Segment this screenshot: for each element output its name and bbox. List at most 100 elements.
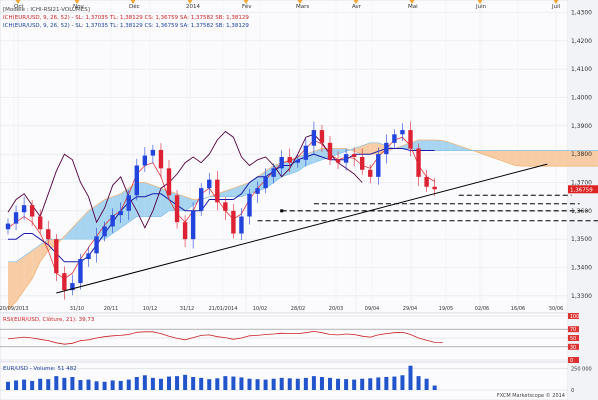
candle-body: [86, 253, 91, 259]
volume-bar: [231, 376, 236, 390]
volume-bar: [247, 378, 252, 390]
candle-body: [319, 130, 325, 143]
volume-bar: [384, 377, 389, 390]
cloud-segment: [434, 140, 443, 151]
candle-body: [368, 169, 373, 177]
cloud-segment: [24, 250, 33, 291]
y-tick-label: 1,4100: [571, 66, 592, 73]
y-tick-label: 1,4300: [571, 10, 592, 17]
candle-body: [360, 157, 365, 170]
cloud-segment: [507, 150, 516, 166]
rsi-tick-bg: [568, 326, 579, 333]
candle-body: [223, 202, 228, 211]
cloud-segment: [531, 150, 540, 167]
candle-body: [62, 273, 67, 291]
y-tick-label: 1,3800: [571, 151, 592, 158]
volume-bar: [199, 377, 204, 390]
candle-body: [29, 205, 35, 217]
candle-body: [199, 188, 204, 211]
cloud-segment: [144, 182, 153, 217]
ichimoku-cloud: [8, 140, 598, 310]
cloud-segment: [370, 142, 379, 155]
ichimoku-legend-2: ICH(EUR/USD, 9, 26, 52) - SL: 1,37035 TL…: [3, 23, 249, 29]
candle-body: [142, 155, 148, 166]
cloud-segment: [539, 150, 548, 167]
y-tick-label: 1,3500: [571, 236, 592, 243]
rsi-tick-label: 30: [570, 345, 576, 351]
y-tick-label: 1,3600: [571, 208, 592, 215]
candle-body: [78, 259, 83, 284]
cloud-segment: [152, 185, 161, 217]
volume-bar: [86, 379, 91, 390]
chikou-line: [7, 130, 363, 229]
volume-bar: [207, 379, 212, 390]
rsi-line: [7, 330, 443, 345]
volume-bar: [126, 379, 131, 390]
x-tick-label: 21/01/2014: [209, 306, 238, 312]
volume-bar: [183, 374, 188, 390]
volume-bar: [352, 379, 357, 390]
candle-body: [432, 186, 437, 190]
volume-bar: [110, 380, 115, 390]
cloud-segment: [88, 205, 97, 240]
candle-body: [215, 179, 220, 203]
volume-bar: [223, 376, 228, 390]
rsi-panel[interactable]: [0, 312, 569, 363]
candle-body: [303, 145, 309, 160]
volume-bar: [38, 378, 43, 390]
x-tick-label: 09/04: [365, 306, 379, 312]
cloud-segment: [40, 239, 49, 262]
cloud-segment: [523, 150, 532, 167]
volume-panel[interactable]: [0, 361, 569, 400]
volume-bar: [287, 378, 292, 390]
candle-body: [311, 130, 317, 146]
volume-bar: [416, 376, 421, 390]
month-label: Juil: [551, 4, 561, 10]
model-label: [Modèle : ICHI-RSI21-VOLUMES]: [3, 6, 90, 13]
rsi-tick-label: 50: [570, 336, 576, 342]
volume-bar: [303, 377, 308, 390]
candle-body: [416, 148, 421, 177]
candle-body: [182, 222, 188, 240]
candle-body: [231, 210, 236, 234]
cloud-segment: [515, 150, 524, 167]
month-label: Déc: [129, 3, 140, 10]
x-tick-label: 20/11: [104, 306, 118, 312]
x-tick-label: 31/12: [180, 306, 194, 312]
cloud-segment: [362, 142, 371, 155]
month-label: Nov: [73, 4, 84, 10]
volume-bar: [102, 381, 107, 390]
candle-body: [158, 149, 164, 169]
axes: 1,4300 1,4200 1,4100 1,4000 1,3900 1,3800 1,37…: [0, 0, 598, 312]
month-label: 2014: [186, 4, 200, 10]
candle-body: [94, 236, 99, 254]
candle-body: [351, 154, 357, 157]
candle-body: [13, 212, 19, 224]
volume-bar: [319, 377, 324, 390]
volume-bar: [62, 377, 67, 390]
x-tick-label: 29/04: [403, 306, 417, 312]
volume-bar: [239, 377, 244, 390]
volume-bar: [14, 380, 19, 390]
price-axis[interactable]: [568, 0, 598, 400]
volume-bar: [191, 377, 196, 390]
volume-bar: [336, 378, 341, 390]
candle-body: [279, 157, 284, 169]
volume-bar: [360, 378, 365, 390]
candle-body: [46, 229, 51, 240]
cloud-segment: [458, 145, 467, 151]
x-tick-label: 02/06: [475, 306, 489, 312]
candle-body: [102, 226, 107, 237]
month-marker: [477, 0, 483, 4]
cloud-segment: [595, 150, 598, 167]
candle-body: [335, 159, 341, 163]
cloud-segment: [587, 150, 596, 167]
volume-bar: [295, 378, 300, 390]
candle-body: [343, 154, 349, 163]
price-panel[interactable]: [0, 0, 569, 314]
volume-tick-label: 0: [571, 388, 574, 394]
candle-body: [424, 176, 429, 187]
cloud-segment: [185, 196, 194, 211]
volume-bar: [424, 378, 429, 390]
candle-body: [110, 215, 115, 227]
